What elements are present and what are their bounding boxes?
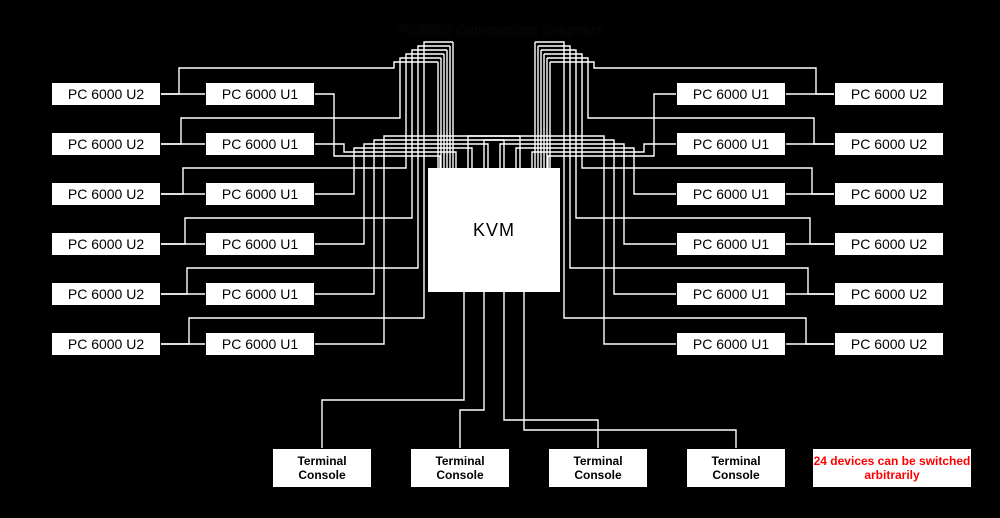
pc-node-leftInner-3: PC 6000 U1 <box>205 232 315 256</box>
terminal-console-0: Terminal Console <box>272 448 372 488</box>
pc-node-leftInner-2: PC 6000 U1 <box>205 182 315 206</box>
switch-note: 24 devices can be switched arbitrarily <box>812 448 972 488</box>
pc-node-rightOuter-1: PC 6000 U2 <box>834 132 944 156</box>
pc-node-leftInner-0: PC 6000 U1 <box>205 82 315 106</box>
terminal-console-2: Terminal Console <box>548 448 648 488</box>
pc-node-rightInner-4: PC 6000 U1 <box>676 282 786 306</box>
terminal-console-3: Terminal Console <box>686 448 786 488</box>
pc-node-rightInner-0: PC 6000 U1 <box>676 82 786 106</box>
pc-node-rightOuter-3: PC 6000 U2 <box>834 232 944 256</box>
pc-node-rightInner-3: PC 6000 U1 <box>676 232 786 256</box>
pc-node-leftOuter-3: PC 6000 U2 <box>51 232 161 256</box>
pc-node-leftInner-4: PC 6000 U1 <box>205 282 315 306</box>
pc-node-rightOuter-4: PC 6000 U2 <box>834 282 944 306</box>
kvm-switch: KVM <box>428 168 560 292</box>
pc-node-rightOuter-5: PC 6000 U2 <box>834 332 944 356</box>
pc-node-rightInner-5: PC 6000 U1 <box>676 332 786 356</box>
pc-node-leftInner-5: PC 6000 U1 <box>205 332 315 356</box>
pc-node-leftOuter-0: PC 6000 U2 <box>51 82 161 106</box>
pc-node-rightInner-2: PC 6000 U1 <box>676 182 786 206</box>
pc-node-leftOuter-4: PC 6000 U2 <box>51 282 161 306</box>
pc-node-rightOuter-0: PC 6000 U2 <box>834 82 944 106</box>
pc-node-leftOuter-5: PC 6000 U2 <box>51 332 161 356</box>
pc-node-rightOuter-2: PC 6000 U2 <box>834 182 944 206</box>
pc-node-leftOuter-2: PC 6000 U2 <box>51 182 161 206</box>
pc-node-rightInner-1: PC 6000 U1 <box>676 132 786 156</box>
diagram-title: PC6000 Connection Diagram <box>0 22 1000 39</box>
pc-node-leftInner-1: PC 6000 U1 <box>205 132 315 156</box>
pc-node-leftOuter-1: PC 6000 U2 <box>51 132 161 156</box>
terminal-console-1: Terminal Console <box>410 448 510 488</box>
